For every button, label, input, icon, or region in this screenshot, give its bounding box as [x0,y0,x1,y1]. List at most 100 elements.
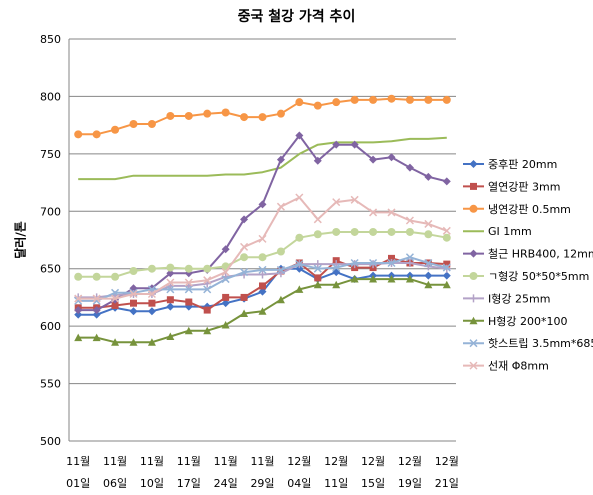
data-point-9 [424,258,433,268]
data-point-3 [276,109,285,118]
legend-marker [469,294,478,303]
chart-title: 중국 철강 가격 추이 [237,9,356,25]
data-point-2 [130,299,137,307]
data-point-10 [74,294,83,303]
x-tick-label: 11월 [103,455,127,468]
x-tick-label: 12월 [398,455,422,468]
legend-label: 냉연강판 0.5mm [488,203,571,216]
data-point-5 [240,215,249,224]
x-tick-label: 12월 [435,455,459,468]
data-point-9 [166,285,175,294]
x-tick-label: 11월 [177,455,201,468]
data-point-10 [350,195,359,204]
data-point-7 [369,260,378,269]
data-point-9 [313,264,322,273]
data-point-3 [442,95,451,104]
data-point-2 [203,306,211,314]
data-point-2 [314,274,322,282]
data-point-5 [221,245,230,254]
data-point-5 [276,155,285,164]
data-point-2 [222,293,230,301]
data-point-9 [369,258,378,268]
legend-label: 철근 HRB400, 12mm [488,248,593,261]
data-point-2 [111,301,119,309]
data-point-8 [369,275,378,283]
data-point-3 [74,130,83,139]
data-point-10 [221,268,230,277]
data-point-6 [369,227,378,236]
data-point-9 [258,265,267,274]
data-point-1 [92,310,101,319]
data-point-8 [442,280,451,289]
y-tick-label: 650 [40,263,61,276]
data-point-5 [295,131,304,140]
data-point-7 [405,258,414,267]
x-tick-label: 11월 [250,455,274,468]
data-point-10 [258,234,267,243]
data-point-9 [221,275,230,284]
data-point-5 [166,269,175,278]
data-point-10 [442,226,451,235]
data-point-9 [184,285,193,294]
data-point-3 [405,95,414,104]
data-point-5 [258,200,267,209]
data-point-5 [442,177,451,186]
data-point-8 [166,332,175,340]
series-line-4 [78,136,447,181]
data-point-8 [424,280,433,289]
data-point-2 [240,293,248,301]
data-point-3 [332,98,341,107]
data-point-10 [424,219,433,228]
data-point-5 [332,140,341,149]
data-point-5 [369,155,378,164]
data-point-8 [276,295,285,304]
data-point-9 [405,253,414,262]
data-point-8 [313,280,322,289]
data-point-10 [147,289,156,299]
data-point-5 [313,156,322,165]
data-point-6 [442,233,451,242]
x-tick-label: 06일 [103,476,127,490]
data-point-6 [184,264,193,273]
data-point-10 [313,215,322,224]
data-point-3 [424,95,433,104]
x-tick-label: 01일 [66,476,90,490]
data-point-10 [387,208,396,217]
data-point-8 [221,320,230,329]
data-point-3 [387,94,396,103]
data-point-5 [405,163,414,172]
data-point-2 [388,254,395,262]
data-point-10 [369,208,378,217]
y-tick-label: 550 [40,378,61,391]
data-point-10 [129,289,138,299]
data-point-1 [258,287,267,296]
legend-marker [469,249,478,258]
legend-marker [469,160,478,168]
legend-marker [469,272,478,280]
data-point-6 [350,227,359,236]
data-point-3 [147,119,156,128]
data-point-3 [313,101,322,110]
legend-label: GI 1mm [488,225,532,238]
data-point-10 [405,216,414,225]
data-point-3 [350,95,359,104]
data-point-6 [276,247,285,256]
legend-label: 열연강판 3mm [488,180,560,193]
data-point-9 [295,260,304,269]
x-tick-label: 11일 [324,476,348,490]
legend-label: H형강 200*100 [488,315,568,328]
data-point-1 [424,271,433,280]
data-point-8 [184,326,193,335]
data-point-8 [74,333,83,342]
data-point-8 [258,307,267,315]
y-tick-label: 500 [40,435,61,448]
data-point-9 [332,263,341,272]
legend-label: 선재 Φ8mm [488,360,549,373]
data-point-3 [166,111,175,120]
x-tick-label: 19일 [398,476,422,490]
data-point-10 [295,193,304,202]
data-point-9 [240,268,249,277]
x-tick-label: 10일 [140,476,164,490]
legend-marker [469,339,478,348]
